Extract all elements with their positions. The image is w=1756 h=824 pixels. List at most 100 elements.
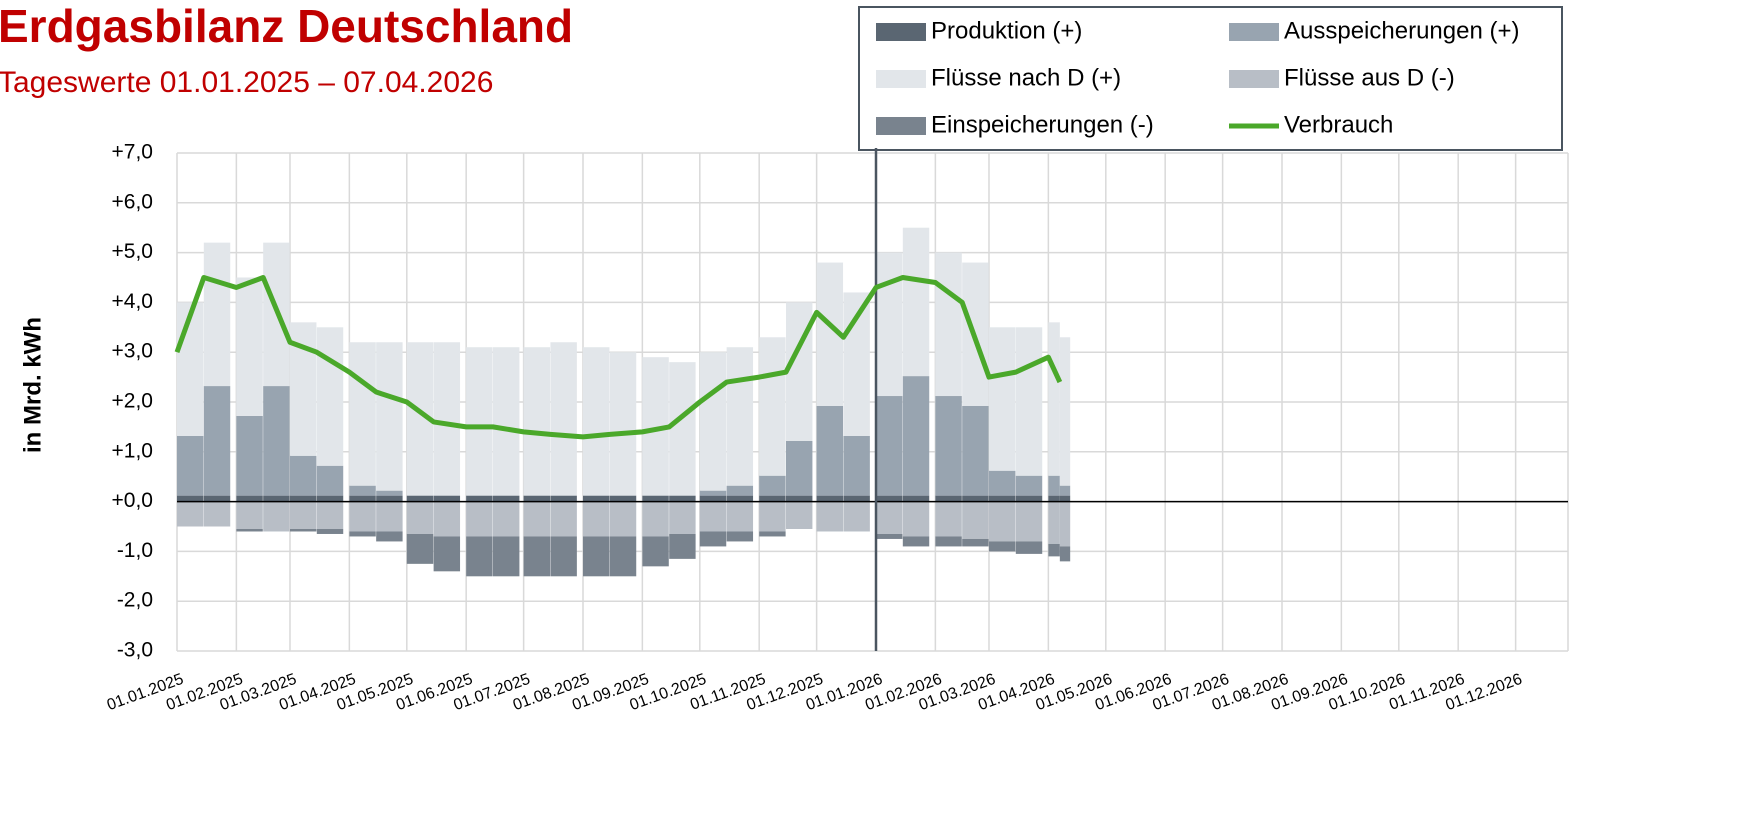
bar <box>523 495 551 502</box>
legend-swatch <box>876 70 926 88</box>
bar <box>236 415 263 496</box>
y-tick-label: -3,0 <box>117 639 153 662</box>
bar <box>843 501 870 532</box>
bar <box>492 495 520 502</box>
bar <box>316 501 344 529</box>
bar <box>289 455 317 496</box>
legend-swatch <box>1229 70 1279 88</box>
bar <box>1059 485 1071 496</box>
bar <box>349 495 376 502</box>
bar <box>902 227 930 377</box>
bar <box>876 501 903 534</box>
bar <box>1015 327 1043 476</box>
bar <box>669 362 696 496</box>
bar <box>236 501 263 529</box>
bar <box>726 495 754 502</box>
bar <box>263 501 290 532</box>
bar <box>289 495 317 502</box>
bar <box>935 536 962 547</box>
chart-subtitle: Tageswerte 01.01.2025 – 07.04.2026 <box>0 66 493 99</box>
y-tick-label: +6,0 <box>112 190 153 213</box>
legend-label: Einspeicherungen (-) <box>931 111 1154 138</box>
legend-swatch <box>876 117 926 135</box>
bar <box>699 531 727 547</box>
bar <box>876 396 903 496</box>
line <box>174 275 1063 440</box>
bar <box>902 501 930 537</box>
bar <box>433 536 461 572</box>
bar <box>902 495 930 502</box>
legend-label: Ausspeicherungen (+) <box>1284 17 1519 44</box>
bar <box>759 501 786 532</box>
bar <box>1059 501 1071 547</box>
bar <box>177 495 204 502</box>
bar <box>1048 543 1060 557</box>
bar <box>843 495 870 502</box>
bar <box>902 376 930 496</box>
bar <box>988 327 1016 471</box>
bar <box>376 495 403 502</box>
bar <box>1059 337 1071 486</box>
bar <box>699 352 727 491</box>
bar <box>177 302 204 436</box>
bar <box>642 501 669 537</box>
bar <box>582 536 610 577</box>
bar <box>785 495 813 502</box>
bar <box>935 501 962 537</box>
bar <box>935 495 962 502</box>
bar <box>726 347 754 486</box>
y-tick-label: +5,0 <box>112 240 153 263</box>
bar <box>935 252 962 397</box>
bar <box>236 495 263 502</box>
bar <box>843 435 870 496</box>
bar <box>466 536 493 577</box>
bar <box>609 501 637 537</box>
y-tick-label: +3,0 <box>112 340 153 363</box>
bar <box>492 347 520 496</box>
bar <box>523 536 551 577</box>
bar <box>1059 495 1071 502</box>
bar <box>642 536 669 567</box>
bar <box>523 347 551 496</box>
bar <box>726 501 754 532</box>
bar <box>669 495 696 502</box>
bar <box>876 533 903 539</box>
bar <box>1059 546 1071 562</box>
legend-label: Produktion (+) <box>931 17 1082 44</box>
bar <box>492 536 520 577</box>
bar <box>962 405 989 496</box>
bar <box>236 277 263 416</box>
bar <box>349 342 376 486</box>
bar <box>316 465 344 496</box>
bar <box>550 536 577 577</box>
bar <box>816 501 844 532</box>
bar <box>609 536 637 577</box>
bar <box>349 485 376 496</box>
bar <box>582 347 610 496</box>
bar <box>609 495 637 502</box>
bar <box>1015 495 1043 502</box>
legend-swatch <box>876 23 926 41</box>
bar <box>466 495 493 502</box>
bar <box>316 528 344 534</box>
bar <box>376 342 403 491</box>
legend-box <box>858 6 1563 151</box>
bar <box>376 501 403 532</box>
y-tick-label: +2,0 <box>112 390 153 413</box>
bar <box>988 501 1016 542</box>
bar <box>699 501 727 532</box>
bar <box>550 501 577 537</box>
bar <box>816 405 844 496</box>
bar <box>726 485 754 496</box>
bar <box>876 495 903 502</box>
bar <box>642 495 669 502</box>
bar <box>466 347 493 496</box>
bar <box>759 337 786 476</box>
bar <box>988 470 1016 496</box>
legend-swatch <box>1229 23 1279 41</box>
bar <box>349 531 376 537</box>
bar <box>816 495 844 502</box>
y-tick-label: +4,0 <box>112 290 153 313</box>
bar <box>376 531 403 542</box>
